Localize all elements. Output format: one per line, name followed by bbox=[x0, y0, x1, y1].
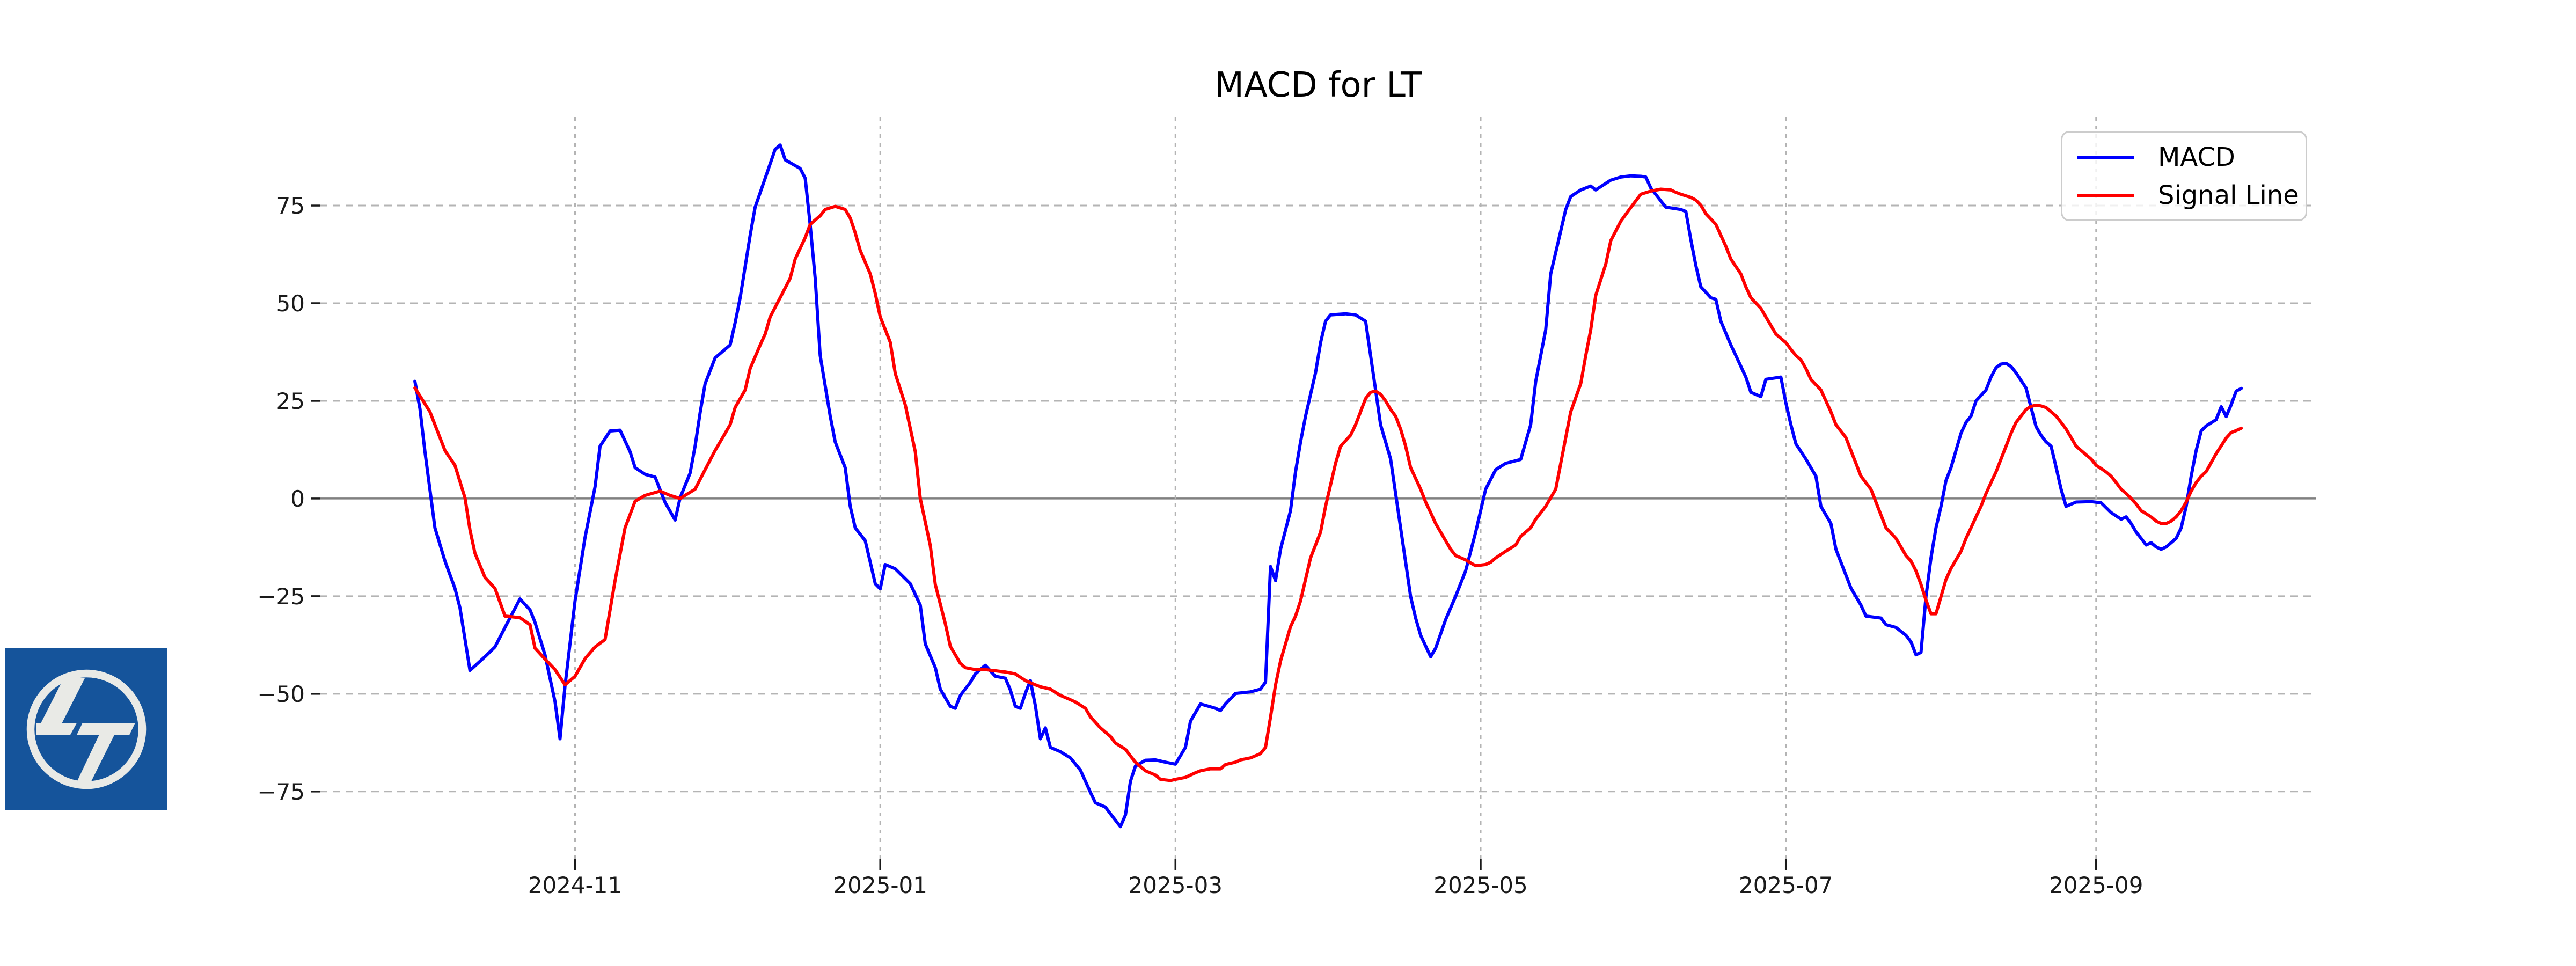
legend-item-signal: Signal Line bbox=[2077, 180, 2299, 210]
x-tick-label: 2024-11 bbox=[528, 872, 623, 898]
legend-label-signal: Signal Line bbox=[2158, 180, 2299, 210]
signal-line bbox=[413, 187, 2243, 782]
lt-logo-l-diagonal bbox=[40, 678, 85, 724]
legend-label-macd: MACD bbox=[2158, 142, 2235, 172]
chart-title: MACD for LT bbox=[1214, 65, 1422, 105]
y-tick-label: −25 bbox=[257, 583, 305, 610]
macd-line bbox=[413, 143, 2243, 829]
x-tick-label: 2025-03 bbox=[1129, 872, 1223, 898]
lt-logo bbox=[5, 648, 167, 810]
y-tick-label: −50 bbox=[257, 681, 305, 707]
signal-line-swatch bbox=[2077, 193, 2134, 197]
y-tick-label: 0 bbox=[290, 486, 305, 512]
lt-logo-l-foot bbox=[36, 723, 77, 735]
y-tick-label: 75 bbox=[276, 193, 305, 219]
y-tick-label: 50 bbox=[276, 290, 305, 317]
macd-line-swatch bbox=[2077, 155, 2134, 159]
legend: MACD Signal Line bbox=[2061, 131, 2307, 221]
lt-logo-t-stem bbox=[76, 735, 114, 783]
lt-logo-ring bbox=[26, 669, 147, 789]
x-tick-label: 2025-07 bbox=[1739, 872, 1833, 898]
lt-logo-t-bar bbox=[76, 723, 135, 735]
x-tick-label: 2025-09 bbox=[2049, 872, 2143, 898]
x-tick-label: 2025-05 bbox=[1433, 872, 1528, 898]
y-tick-label: 25 bbox=[276, 388, 305, 414]
legend-item-macd: MACD bbox=[2077, 142, 2290, 172]
y-tick-label: −75 bbox=[257, 779, 305, 805]
lt-logo-emblem bbox=[26, 669, 147, 789]
x-tick-label: 2025-01 bbox=[833, 872, 927, 898]
